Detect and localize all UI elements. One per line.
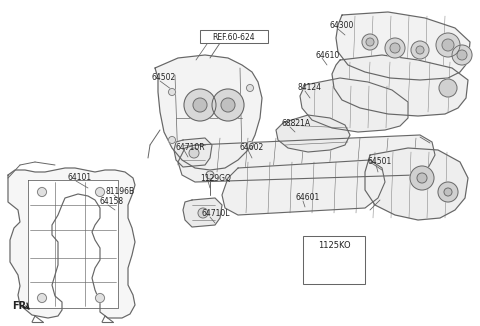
Circle shape <box>436 33 460 57</box>
Text: 64610: 64610 <box>315 51 339 60</box>
Circle shape <box>168 137 176 143</box>
Text: 64502: 64502 <box>152 73 176 82</box>
Circle shape <box>385 38 405 58</box>
Circle shape <box>193 98 207 112</box>
Circle shape <box>410 166 434 190</box>
Text: 64601: 64601 <box>295 194 319 202</box>
Circle shape <box>329 263 339 273</box>
Circle shape <box>439 79 457 97</box>
Circle shape <box>366 38 374 46</box>
Text: 64300: 64300 <box>330 22 354 31</box>
Polygon shape <box>28 180 118 308</box>
Polygon shape <box>178 135 435 182</box>
Circle shape <box>96 293 105 303</box>
Circle shape <box>444 188 452 196</box>
Polygon shape <box>336 12 470 80</box>
Circle shape <box>416 46 424 54</box>
Text: 64710L: 64710L <box>202 210 230 218</box>
Circle shape <box>390 43 400 53</box>
Polygon shape <box>276 115 350 152</box>
Circle shape <box>206 171 214 179</box>
Text: 64602: 64602 <box>240 142 264 152</box>
Polygon shape <box>183 198 222 227</box>
Polygon shape <box>222 160 385 215</box>
Text: 84124: 84124 <box>298 83 322 93</box>
Circle shape <box>189 148 199 158</box>
Polygon shape <box>174 138 212 167</box>
Text: FR: FR <box>12 301 26 311</box>
Circle shape <box>247 141 253 149</box>
Text: 81196B: 81196B <box>106 187 135 197</box>
Circle shape <box>417 173 427 183</box>
FancyBboxPatch shape <box>303 236 365 284</box>
Circle shape <box>247 84 253 92</box>
Circle shape <box>362 34 378 50</box>
Circle shape <box>212 89 244 121</box>
Text: 64501: 64501 <box>368 157 392 167</box>
Circle shape <box>457 50 467 60</box>
Polygon shape <box>8 168 135 318</box>
Circle shape <box>96 187 105 197</box>
Circle shape <box>438 182 458 202</box>
Circle shape <box>37 293 47 303</box>
Text: 1125KO: 1125KO <box>318 242 350 250</box>
Circle shape <box>168 88 176 96</box>
Polygon shape <box>365 148 468 220</box>
Polygon shape <box>300 78 408 132</box>
Polygon shape <box>332 55 468 116</box>
Circle shape <box>452 45 472 65</box>
Text: REF.60-624: REF.60-624 <box>213 33 255 41</box>
Text: 64101: 64101 <box>68 173 92 183</box>
Circle shape <box>37 187 47 197</box>
Text: 64158: 64158 <box>100 198 124 206</box>
Circle shape <box>221 98 235 112</box>
Polygon shape <box>155 55 262 170</box>
Circle shape <box>411 41 429 59</box>
Text: 68821A: 68821A <box>282 120 311 128</box>
Text: 64710R: 64710R <box>176 142 205 152</box>
FancyBboxPatch shape <box>200 30 268 43</box>
Circle shape <box>198 208 208 218</box>
Circle shape <box>442 39 454 51</box>
Circle shape <box>184 89 216 121</box>
Text: 1129GQ: 1129GQ <box>200 173 231 183</box>
